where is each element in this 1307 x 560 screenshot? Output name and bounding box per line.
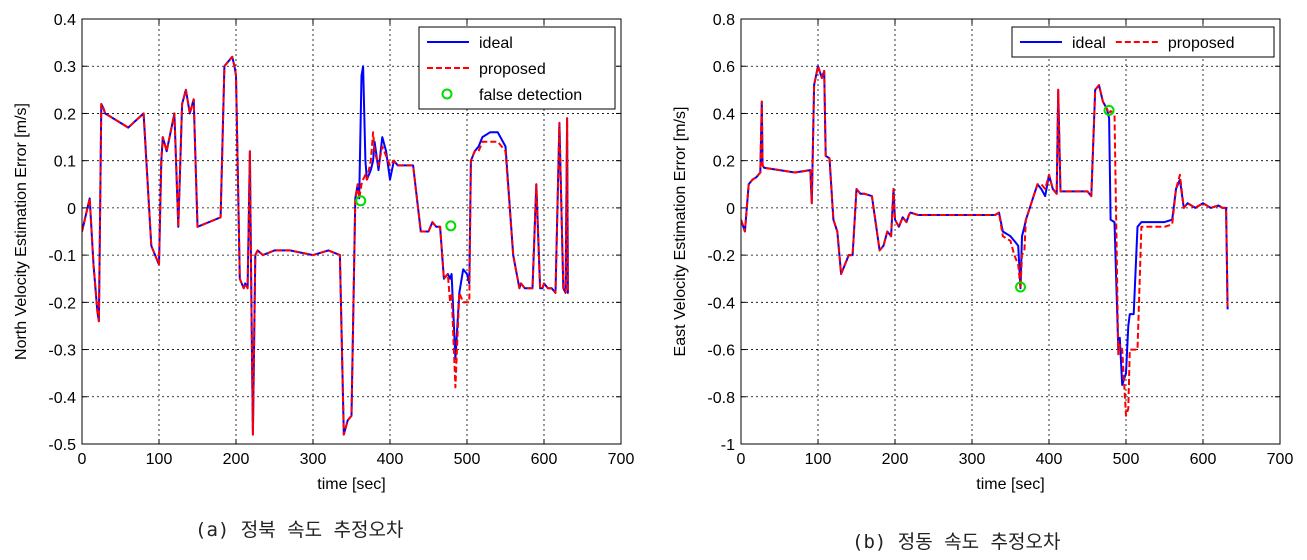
series-proposed-line <box>741 65 1229 417</box>
x-tick-label: 100 <box>805 451 832 468</box>
legend-false-detection-label: false detection <box>479 87 582 104</box>
y-tick-label: -0.3 <box>48 343 76 360</box>
y-tick-label: 0.2 <box>54 106 76 123</box>
y-tick-label: 0 <box>726 201 735 218</box>
y-tick-label: -0.2 <box>707 248 735 265</box>
y-tick-label: 0.2 <box>713 154 735 171</box>
y-tick-label: 0 <box>67 201 76 218</box>
x-tick-label: 600 <box>1190 451 1217 468</box>
north-velocity-chart: 0 100 200 300 400 500 600 700 -0.5 -0.4 -0.3 -0.2 -0… <box>13 12 634 493</box>
y-axis-label: East Velocity Estimation Error [m/s] <box>672 107 689 357</box>
x-tick-label: 0 <box>78 451 87 468</box>
y-tick-label: -0.6 <box>707 343 735 360</box>
x-tick-label: 400 <box>377 451 404 468</box>
x-tick-label: 400 <box>1036 451 1063 468</box>
x-tick-label: 200 <box>882 451 909 468</box>
y-tick-label: 0.3 <box>54 59 76 76</box>
marker-detection-1 <box>1103 104 1115 116</box>
marker-detection-0 <box>1015 281 1027 293</box>
x-tick-label: 0 <box>737 451 746 468</box>
x-tick-label: 200 <box>223 451 250 468</box>
y-tick-label: -1 <box>721 437 735 454</box>
y-tick-label: -0.5 <box>48 437 76 454</box>
x-tick-label: 700 <box>608 451 635 468</box>
y-tick-label: -0.2 <box>48 295 76 312</box>
caption-b: (b) 정동 속도 추정오차 <box>852 531 1061 553</box>
series-ideal-line <box>741 65 1229 386</box>
east-velocity-chart: 0 100 200 300 400 500 600 700 -1 -0.8 -0.6 -0.4 -0.2… <box>672 12 1293 493</box>
y-tick-label: 0.1 <box>54 154 76 171</box>
axes-frame <box>81 18 622 445</box>
y-tick-label: 0.4 <box>54 12 76 29</box>
legend-proposed-label: proposed <box>1168 35 1235 52</box>
axes-frame <box>740 18 1281 445</box>
y-tick-label: -0.4 <box>48 390 76 407</box>
legend-ideal-label: ideal <box>1072 35 1106 52</box>
x-tick-label: 100 <box>146 451 173 468</box>
x-tick-label: 700 <box>1267 451 1294 468</box>
x-axis-label: time [sec] <box>317 476 385 493</box>
legend-false-detection-swatch <box>441 88 453 100</box>
x-axis-label: time [sec] <box>976 476 1044 493</box>
y-tick-label: -0.4 <box>707 295 735 312</box>
y-tick-label: -0.1 <box>48 248 76 265</box>
series-proposed-line <box>82 55 569 436</box>
legend-ideal-label: ideal <box>479 35 513 52</box>
y-axis-label: North Velocity Estimation Error [m/s] <box>13 103 30 360</box>
y-tick-label: 0.6 <box>713 59 735 76</box>
x-tick-label: 300 <box>959 451 986 468</box>
plot-area <box>741 19 1280 444</box>
y-tick-label: 0.8 <box>713 12 735 29</box>
caption-a: (a) 정북 속도 추정오차 <box>195 519 404 541</box>
y-tick-label: -0.8 <box>707 390 735 407</box>
x-tick-label: 500 <box>454 451 481 468</box>
y-tick-label: 0.4 <box>713 106 735 123</box>
marker-false-detection-0 <box>355 195 367 207</box>
legend-proposed-label: proposed <box>479 61 546 78</box>
x-tick-label: 600 <box>531 451 558 468</box>
x-tick-label: 300 <box>300 451 327 468</box>
marker-false-detection-1 <box>445 220 457 232</box>
x-tick-label: 500 <box>1113 451 1140 468</box>
